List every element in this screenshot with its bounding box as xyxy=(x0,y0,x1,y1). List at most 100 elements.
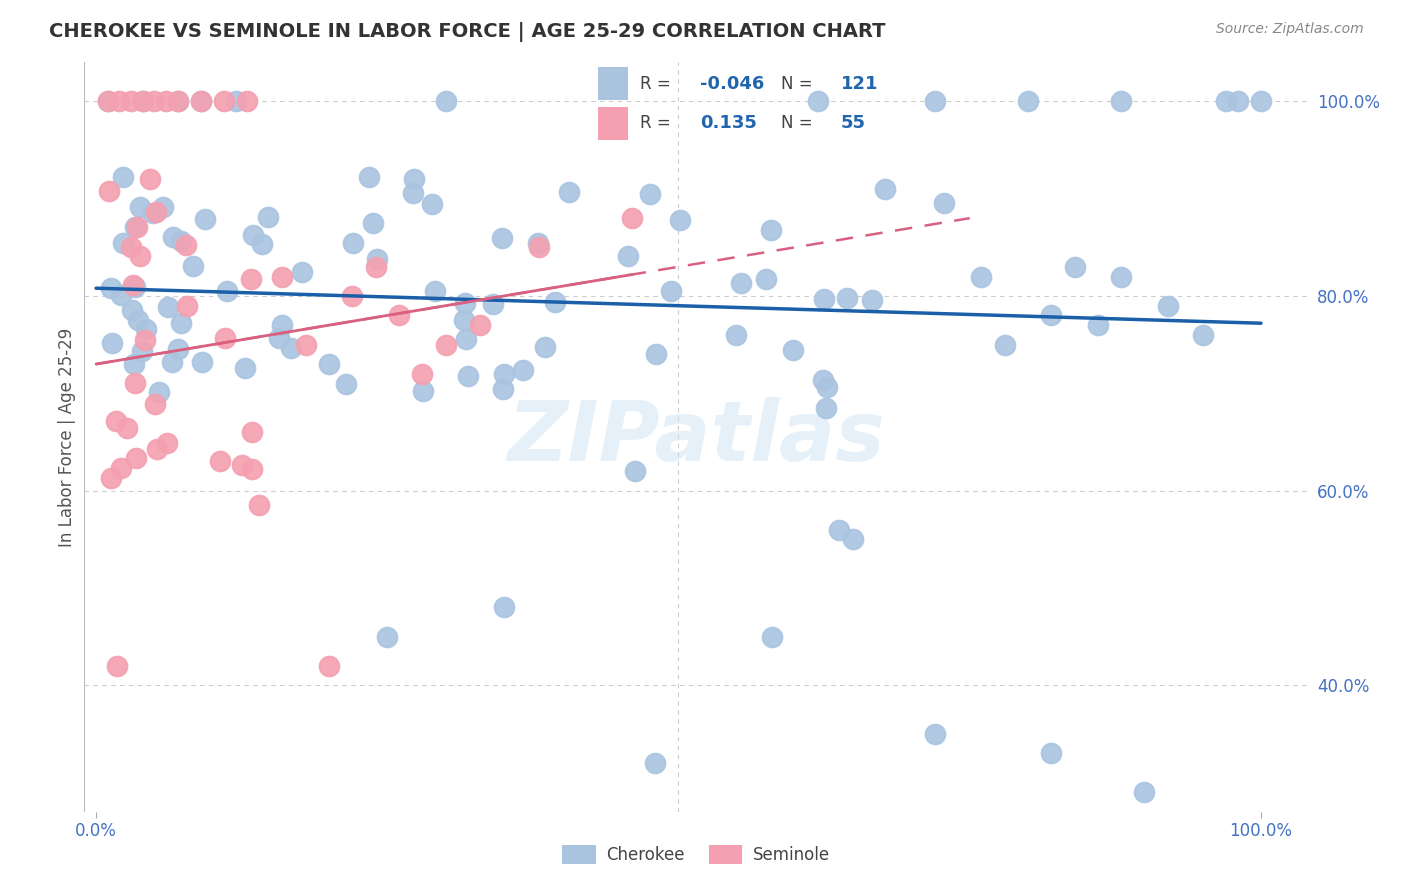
Point xyxy=(97,95,120,109)
Point xyxy=(814,401,837,415)
Point xyxy=(176,299,198,313)
Point xyxy=(828,523,851,537)
Point xyxy=(143,95,166,109)
Point xyxy=(110,461,132,475)
Point xyxy=(761,630,783,644)
Point xyxy=(730,277,752,291)
Point xyxy=(1109,95,1132,109)
Point xyxy=(125,450,148,465)
Point xyxy=(1109,269,1132,284)
Point xyxy=(492,382,515,396)
Point xyxy=(145,205,167,219)
Point xyxy=(457,368,479,383)
Point xyxy=(434,337,457,351)
Point xyxy=(318,658,340,673)
Point xyxy=(1191,327,1213,342)
Point xyxy=(166,95,188,109)
Point xyxy=(335,377,357,392)
Point xyxy=(170,317,193,331)
Point xyxy=(233,360,256,375)
Point xyxy=(124,280,146,294)
Point xyxy=(842,533,865,547)
Point xyxy=(994,337,1017,351)
Point xyxy=(174,238,197,252)
Point xyxy=(240,272,263,286)
Point xyxy=(318,357,340,371)
Point xyxy=(240,461,263,475)
Point xyxy=(120,240,142,254)
Point xyxy=(1250,95,1272,109)
Point xyxy=(860,293,883,307)
Point xyxy=(236,95,259,109)
Point xyxy=(217,284,239,298)
Point xyxy=(815,380,838,394)
Point xyxy=(359,169,381,184)
Point xyxy=(454,296,477,310)
Point xyxy=(533,339,555,353)
Point xyxy=(1157,299,1180,313)
Point xyxy=(270,318,292,332)
Point xyxy=(170,234,193,248)
Point xyxy=(101,335,124,350)
Y-axis label: In Labor Force | Age 25-29: In Labor Force | Age 25-29 xyxy=(58,327,76,547)
Point xyxy=(155,95,177,109)
Point xyxy=(512,363,534,377)
Point xyxy=(142,206,165,220)
Point xyxy=(342,289,364,303)
Point xyxy=(212,95,235,109)
Text: CHEROKEE VS SEMINOLE IN LABOR FORCE | AGE 25-29 CORRELATION CHART: CHEROKEE VS SEMINOLE IN LABOR FORCE | AG… xyxy=(49,22,886,42)
Point xyxy=(364,260,387,274)
Point xyxy=(121,303,143,318)
Point xyxy=(143,397,166,411)
Point xyxy=(124,376,146,390)
Point xyxy=(191,355,214,369)
Point xyxy=(1215,95,1237,109)
Point xyxy=(924,727,946,741)
Point xyxy=(271,269,294,284)
Point xyxy=(98,184,121,198)
Point xyxy=(645,347,668,361)
Point xyxy=(623,464,645,478)
Point xyxy=(1226,95,1249,109)
Point xyxy=(527,236,550,251)
Point xyxy=(1017,95,1039,109)
Point xyxy=(875,182,897,196)
Point xyxy=(111,169,134,184)
Point xyxy=(837,291,859,305)
Point xyxy=(190,95,212,109)
Point xyxy=(100,471,122,485)
Point xyxy=(456,332,478,346)
Point xyxy=(120,95,142,109)
Point xyxy=(122,357,145,371)
Point xyxy=(250,237,273,252)
Point xyxy=(127,313,149,327)
Point xyxy=(107,658,129,673)
Point xyxy=(291,265,314,279)
Text: Source: ZipAtlas.com: Source: ZipAtlas.com xyxy=(1216,22,1364,37)
Point xyxy=(755,272,778,286)
Point xyxy=(104,414,127,428)
Point xyxy=(412,384,434,399)
Point xyxy=(644,756,666,770)
Point xyxy=(134,333,156,347)
Legend: Cherokee, Seminole: Cherokee, Seminole xyxy=(555,838,837,871)
Point xyxy=(225,95,247,109)
Point xyxy=(190,95,212,109)
Point xyxy=(620,211,643,226)
Point xyxy=(659,284,682,298)
Point xyxy=(160,355,183,369)
Point xyxy=(129,200,152,214)
Point xyxy=(425,284,447,298)
Point xyxy=(388,309,411,323)
Point xyxy=(131,95,153,109)
Point xyxy=(1087,318,1109,333)
Point xyxy=(411,367,433,381)
Point xyxy=(527,240,550,254)
Point xyxy=(125,219,148,234)
Point xyxy=(257,210,280,224)
Point xyxy=(669,212,692,227)
Point xyxy=(481,297,503,311)
Point xyxy=(617,249,640,263)
Point xyxy=(932,196,955,211)
Point xyxy=(122,277,145,292)
